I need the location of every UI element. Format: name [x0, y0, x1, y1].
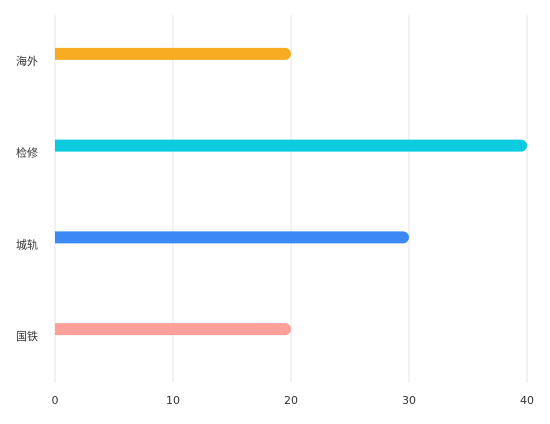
x-tick-label: 10	[166, 394, 180, 407]
y-tick-label: 国铁	[16, 330, 38, 343]
bar	[55, 47, 291, 60]
x-tick-label: 0	[52, 394, 59, 407]
bar	[55, 323, 291, 336]
bar	[55, 139, 527, 152]
y-tick-label: 检修	[16, 146, 38, 160]
y-tick-label: 城轨	[16, 237, 38, 251]
x-tick-label: 30	[402, 394, 416, 407]
x-tick-label: 20	[284, 394, 298, 407]
bar	[55, 231, 410, 244]
y-tick-label: 海外	[16, 54, 38, 68]
x-tick-label: 40	[520, 394, 534, 407]
